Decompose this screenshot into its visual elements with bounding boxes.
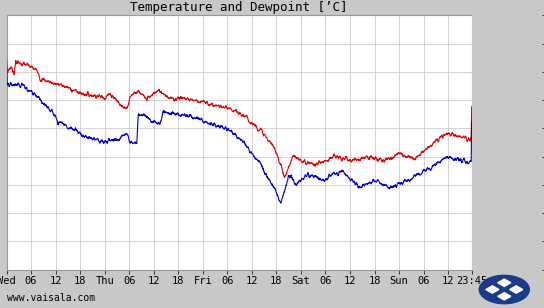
Text: www.vaisala.com: www.vaisala.com — [7, 294, 95, 303]
Polygon shape — [486, 286, 499, 293]
Circle shape — [479, 275, 529, 304]
Polygon shape — [498, 279, 511, 286]
Polygon shape — [498, 293, 511, 300]
Polygon shape — [510, 286, 523, 293]
Title: Temperature and Dewpoint [’C]: Temperature and Dewpoint [’C] — [131, 1, 348, 14]
